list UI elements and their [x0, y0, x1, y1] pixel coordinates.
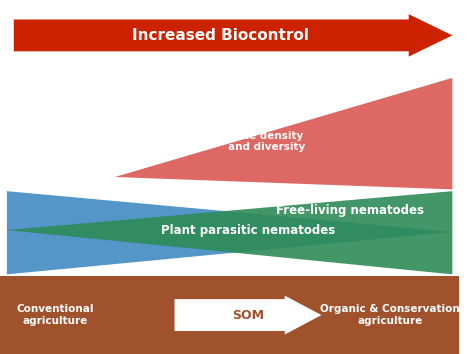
Text: Conventional
agriculture: Conventional agriculture: [17, 304, 94, 326]
Text: Plant parasitic nematodes: Plant parasitic nematodes: [161, 224, 335, 236]
Polygon shape: [174, 296, 321, 335]
Polygon shape: [7, 191, 452, 274]
Text: Increased Biocontrol: Increased Biocontrol: [132, 28, 309, 43]
FancyBboxPatch shape: [0, 276, 459, 354]
Polygon shape: [14, 14, 452, 57]
Text: Mite density
and diversity: Mite density and diversity: [228, 131, 305, 153]
Text: Organic & Conservation
agriculture: Organic & Conservation agriculture: [320, 304, 460, 326]
Polygon shape: [115, 78, 452, 189]
Polygon shape: [7, 191, 452, 274]
Text: SOM: SOM: [232, 309, 264, 321]
Text: Free-living nematodes: Free-living nematodes: [275, 204, 424, 217]
